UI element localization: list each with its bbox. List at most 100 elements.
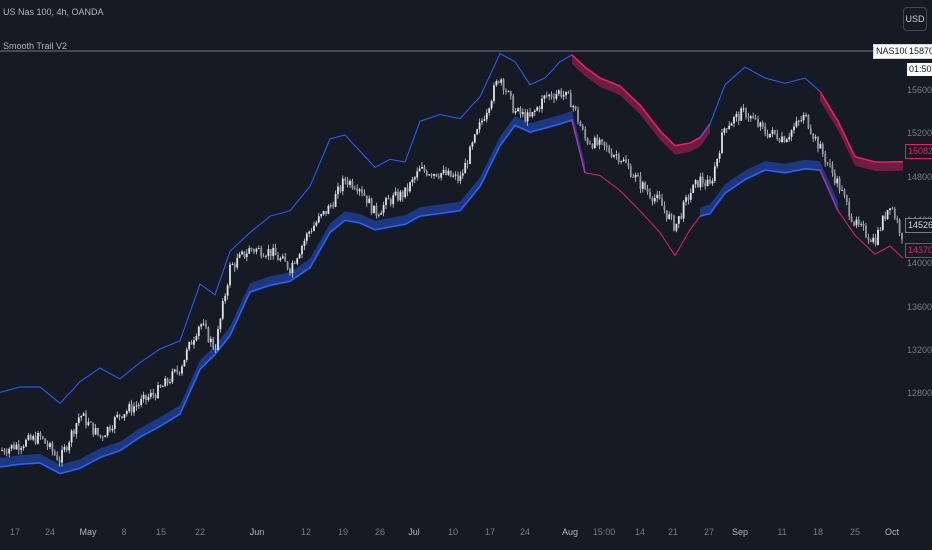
candle-body: [166, 378, 169, 383]
candle-body: [37, 433, 39, 444]
candle-body: [457, 174, 459, 181]
candle-body: [145, 394, 147, 400]
candle-body: [524, 112, 527, 122]
candle-body: [1, 450, 3, 451]
candle-body: [334, 194, 337, 207]
candle-body: [673, 215, 675, 231]
candle-body: [53, 451, 56, 455]
candle-body: [555, 94, 558, 99]
candle-body: [135, 405, 138, 407]
candle-body: [754, 118, 757, 120]
candle-body: [809, 128, 812, 134]
candle-body: [629, 166, 632, 177]
candle-body: [260, 248, 263, 257]
candle-body: [589, 143, 591, 145]
candle-body: [653, 198, 656, 202]
candle-body: [161, 386, 164, 388]
candle-body: [879, 229, 882, 231]
candle-body: [766, 133, 769, 138]
candle-body: [313, 225, 315, 231]
candle-body: [548, 94, 551, 97]
candle-body: [171, 371, 174, 383]
candle-body: [507, 91, 510, 92]
downtrend-trail-band: [572, 54, 710, 155]
candle-body: [812, 133, 815, 139]
time-tick-label: 17: [484, 527, 496, 537]
candle-body: [111, 428, 114, 431]
candle-body: [123, 414, 126, 419]
candle-body: [231, 264, 234, 265]
candle-body: [845, 195, 848, 202]
upper-band-tag: 15082.0: [905, 144, 932, 159]
price-tick-label: 12800.0: [907, 388, 932, 399]
candle-body: [531, 112, 534, 117]
candle-body: [473, 134, 476, 143]
candle-body: [279, 258, 282, 261]
candle-body: [202, 323, 205, 325]
candle-body: [483, 119, 486, 121]
candle-body: [632, 177, 635, 178]
candle-body: [889, 208, 891, 211]
symbol-info[interactable]: US Nas 100, 4h, OANDA: [3, 7, 104, 17]
candle-body: [565, 91, 567, 96]
candle-body: [874, 237, 877, 245]
candle-body: [385, 198, 387, 205]
candle-body: [485, 112, 488, 120]
candle-body: [195, 336, 198, 341]
candle-body: [243, 251, 246, 258]
candle-body: [173, 369, 176, 372]
candle-body: [807, 114, 810, 129]
candle-body: [63, 447, 66, 450]
candle-body: [32, 436, 35, 440]
candle-body: [73, 430, 75, 434]
candle-body: [277, 255, 279, 261]
currency-button[interactable]: USD: [903, 7, 927, 31]
time-tick-label: 12: [300, 527, 312, 537]
candle-body: [217, 329, 219, 350]
candle-body: [853, 221, 855, 226]
price-tick-label: 15600.0: [907, 85, 932, 95]
candle-body: [274, 248, 277, 256]
candle-body: [44, 438, 47, 444]
candle-body: [831, 164, 834, 173]
candle-body: [8, 448, 11, 454]
candle-body: [461, 173, 464, 176]
candle-body: [692, 184, 695, 193]
time-tick-label: 15: [155, 527, 167, 537]
candle-body: [34, 436, 37, 444]
candle-body: [577, 109, 579, 122]
candle-body: [430, 174, 433, 176]
candle-body: [481, 120, 483, 123]
candle-body: [769, 133, 771, 138]
candle-body: [550, 94, 553, 98]
candle-body: [233, 264, 236, 268]
candle-body: [872, 237, 875, 242]
candle-body: [301, 246, 303, 255]
candle-body: [821, 143, 824, 155]
candle-body: [857, 219, 860, 225]
time-tick-label: Aug: [561, 527, 579, 537]
candle-body: [697, 180, 699, 188]
candle-body: [157, 385, 159, 399]
indicator-name[interactable]: Smooth Trail V2: [3, 41, 68, 51]
candle-body: [493, 85, 495, 101]
candle-body: [41, 436, 44, 439]
candle-body: [725, 128, 728, 130]
candle-body: [668, 214, 671, 219]
candle-body: [881, 215, 884, 230]
candle-body: [781, 136, 783, 142]
time-tick-label: 11: [777, 527, 787, 537]
candle-body: [140, 398, 143, 405]
last-price-tag: 15870.1: [907, 45, 932, 58]
candle-body: [142, 394, 145, 399]
candle-body: [221, 301, 224, 319]
time-tick-label: 15:00: [592, 527, 616, 537]
candles: [1, 78, 903, 467]
candle-body: [125, 411, 128, 415]
candle-body: [805, 114, 807, 116]
candle-body: [190, 341, 193, 345]
candle-body: [284, 256, 287, 262]
candle-body: [877, 229, 879, 245]
candle-body: [843, 189, 846, 196]
